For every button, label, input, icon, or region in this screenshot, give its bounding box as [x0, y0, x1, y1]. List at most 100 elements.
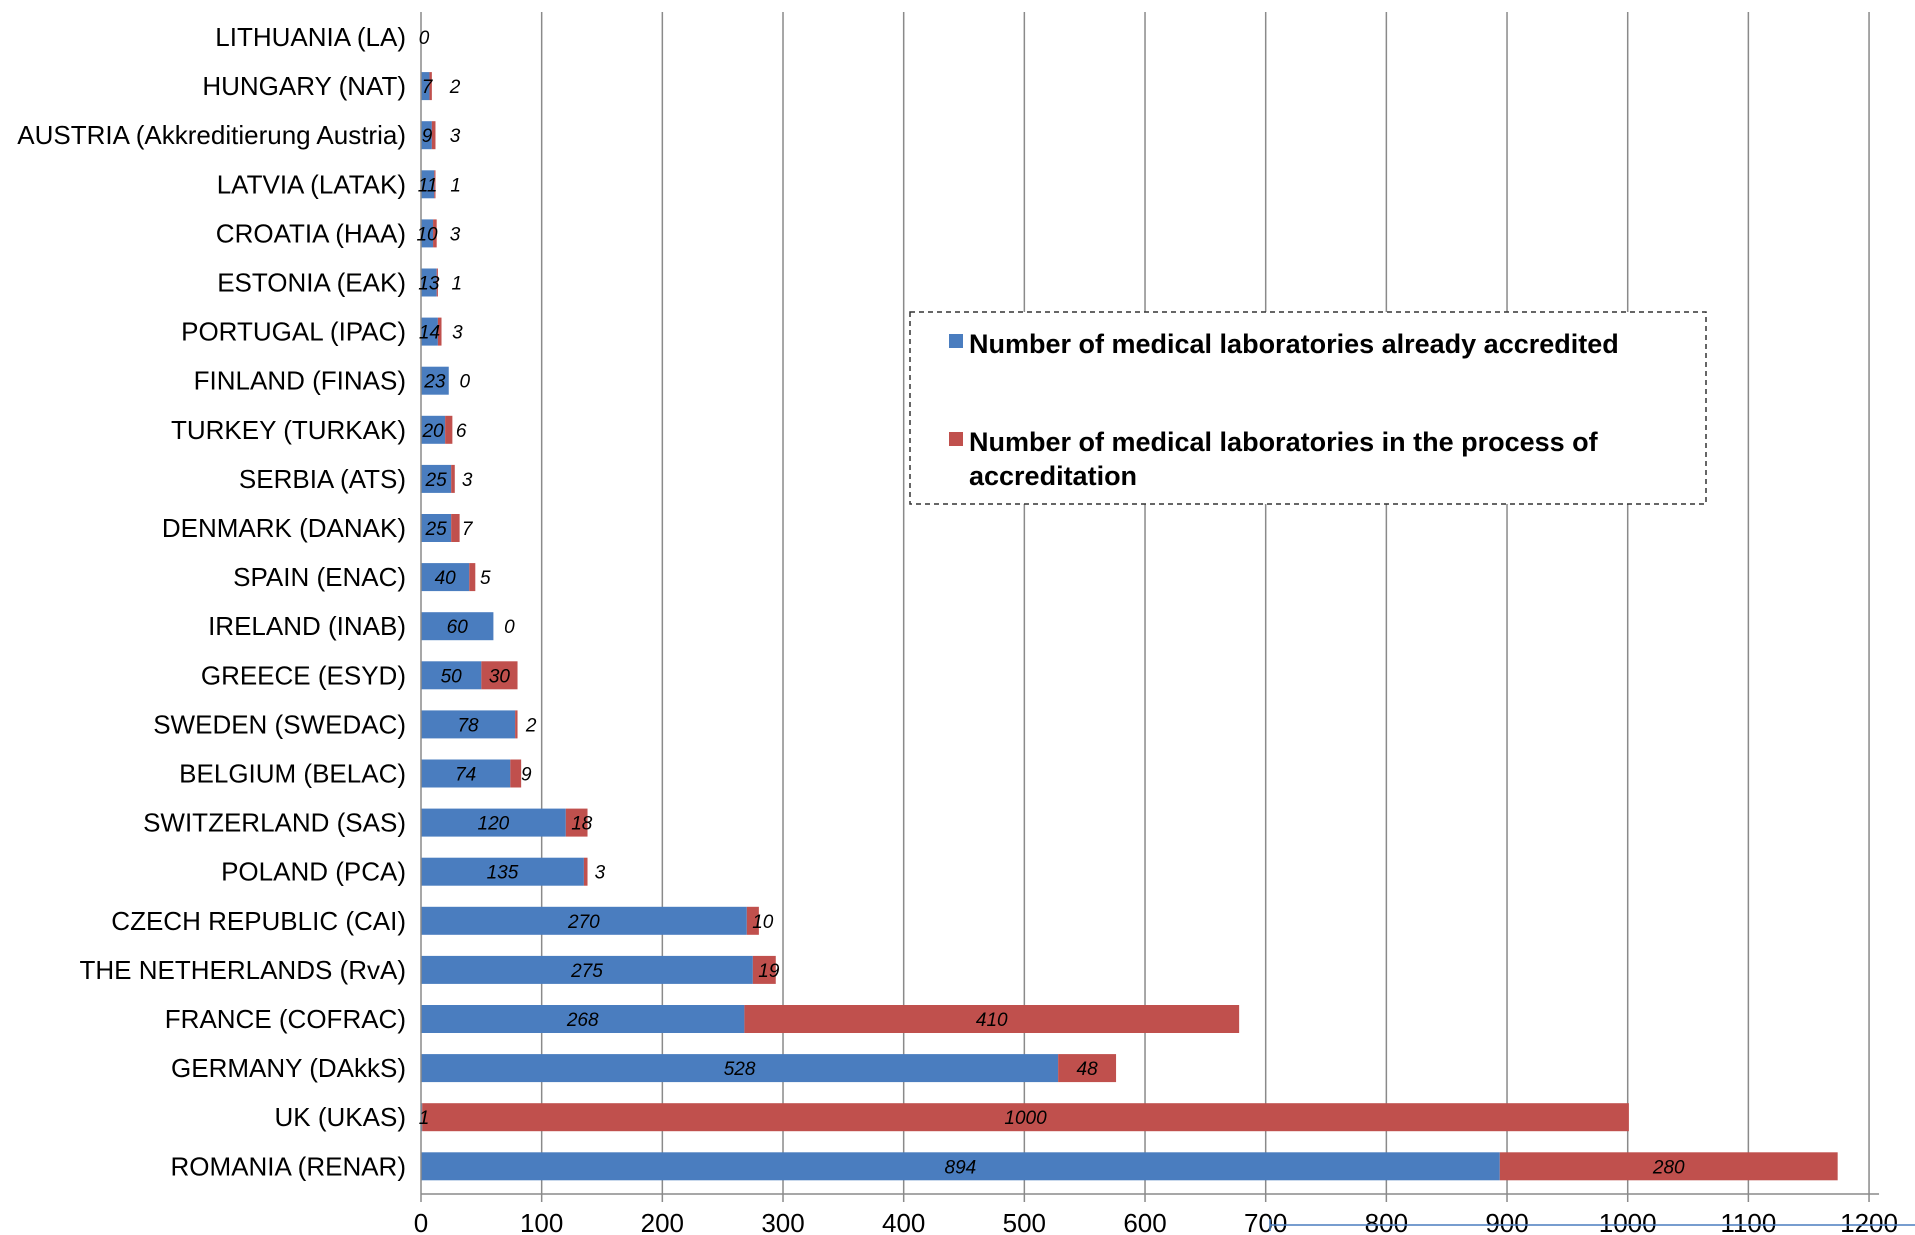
category-label: CROATIA (HAA): [216, 218, 406, 248]
bar-accredited: [421, 1054, 1059, 1083]
legend-swatch-accredited: [949, 334, 963, 348]
bar-in-process: [469, 563, 476, 592]
category-label: AUSTRIA (Akkreditierung Austria): [17, 120, 406, 150]
x-tick-label: 700: [1244, 1208, 1287, 1235]
bar-accredited: [421, 366, 449, 395]
data-label-in-process: 3: [462, 470, 473, 491]
data-label-in-process: 3: [450, 224, 461, 245]
legend-label-accredited: Number of medical laboratories already a…: [969, 329, 1619, 359]
data-label-accredited: 528: [724, 1059, 756, 1080]
x-tick-labels: 0 100 200 300 400 500 600 700 800 900 1000 1100 1200: [414, 1208, 1898, 1235]
bar-in-process: [437, 317, 442, 346]
category-label: DENMARK (DANAK): [162, 513, 406, 543]
x-tick-label: 600: [1123, 1208, 1166, 1235]
bar-accredited: [421, 464, 452, 493]
category-labels: LITHUANIA (LA) HUNGARY (NAT) AUSTRIA (Akkr…: [17, 22, 406, 1181]
category-label: ESTONIA (EAK): [217, 268, 406, 298]
bar-in-process: [583, 857, 588, 886]
data-label-in-process: 2: [525, 715, 537, 736]
bar-accredited: [421, 857, 584, 886]
bar-accredited: [421, 268, 437, 297]
bar-in-process: [744, 1005, 1240, 1033]
category-label: ROMANIA (RENAR): [171, 1151, 406, 1181]
data-label-in-process: 410: [976, 1010, 1008, 1031]
bar-in-process: [433, 219, 437, 248]
category-label: LATVIA (LATAK): [217, 169, 406, 199]
bars: [421, 72, 1838, 1181]
bar-in-process: [451, 514, 460, 542]
x-tick-label: 800: [1365, 1208, 1408, 1235]
data-label-in-process: 30: [489, 666, 511, 687]
bar-accredited: [421, 170, 435, 199]
bar-in-process: [431, 121, 436, 150]
category-label: THE NETHERLANDS (RvA): [80, 955, 406, 985]
data-label-accredited: 11: [418, 175, 438, 196]
data-label-in-process: 18: [571, 814, 593, 835]
data-label-in-process: 3: [452, 323, 463, 344]
x-tick-label: 300: [761, 1208, 804, 1235]
category-label: SWITZERLAND (SAS): [143, 808, 406, 838]
data-label-accredited: 20: [421, 421, 444, 442]
x-tick-label: 0: [414, 1208, 428, 1235]
category-label: FINLAND (FINAS): [194, 366, 406, 396]
x-tick-label: 1000: [1599, 1208, 1657, 1235]
bar-in-process: [481, 661, 518, 690]
data-label-accredited: 13: [418, 274, 440, 295]
data-label-in-process: 9: [521, 765, 532, 786]
bar-accredited: [421, 612, 494, 641]
bar-in-process: [422, 1103, 1629, 1132]
data-label-accredited: 25: [425, 519, 448, 540]
x-tick-label: 200: [641, 1208, 684, 1235]
category-label: HUNGARY (NAT): [202, 71, 406, 101]
data-label-accredited: 894: [945, 1157, 977, 1178]
data-label-accredited: 10: [416, 224, 438, 245]
data-label-in-process: 6: [456, 421, 467, 442]
data-label-in-process: 19: [758, 961, 780, 982]
bar-accredited: [421, 415, 446, 444]
data-label-accredited: 78: [457, 715, 479, 736]
x-tick-label: 400: [882, 1208, 925, 1235]
data-label-in-process: 280: [1652, 1157, 1685, 1178]
legend: Number of medical laboratories already a…: [909, 311, 1707, 505]
bar-accredited: [421, 955, 753, 984]
category-label: FRANCE (COFRAC): [165, 1004, 406, 1034]
data-label-accredited: 7: [422, 77, 434, 98]
bar-accredited: [421, 759, 511, 788]
data-label-in-process: 2: [449, 77, 461, 98]
bar-accredited: [421, 1152, 1500, 1181]
data-label-accredited: 14: [419, 323, 440, 344]
x-tick-label: 1100: [1720, 1208, 1776, 1235]
data-label-accredited: 60: [447, 617, 469, 638]
x-tick-label: 1200: [1840, 1208, 1898, 1235]
data-label-in-process: 10: [752, 912, 774, 933]
data-label-accredited: 120: [478, 814, 510, 835]
legend-swatch-in-process: [949, 432, 963, 446]
bar-accredited: [421, 121, 432, 150]
data-label-in-process: 3: [450, 126, 461, 147]
bar-accredited: [421, 563, 470, 592]
x-tick-label: 500: [1003, 1208, 1046, 1235]
bar-in-process: [515, 710, 518, 739]
bar-accredited: [421, 514, 452, 542]
category-label: IRELAND (INAB): [208, 611, 406, 641]
axes: [420, 12, 1880, 1202]
category-label: TURKEY (TURKAK): [171, 415, 406, 445]
category-label: POLAND (PCA): [221, 857, 406, 887]
data-label-in-process: 3: [595, 863, 606, 884]
data-label-accredited: 25: [425, 470, 448, 491]
bar-accredited: [421, 219, 434, 248]
data-label-accredited: 275: [570, 961, 603, 982]
data-label-in-process: 0: [459, 372, 470, 393]
data-label-in-process: 1: [450, 175, 461, 196]
x-tick-label: 100: [520, 1208, 563, 1235]
data-label-in-process: 1: [452, 274, 463, 295]
bar-accredited: [421, 906, 747, 935]
category-label: SERBIA (ATS): [239, 464, 406, 494]
gridlines: [540, 12, 1870, 1194]
category-label: GERMANY (DAkkS): [171, 1053, 406, 1083]
category-label: SWEDEN (SWEDAC): [153, 709, 406, 739]
bar-in-process: [565, 808, 588, 837]
bar-in-process: [1499, 1152, 1838, 1181]
data-label-in-process: 7: [462, 519, 474, 540]
